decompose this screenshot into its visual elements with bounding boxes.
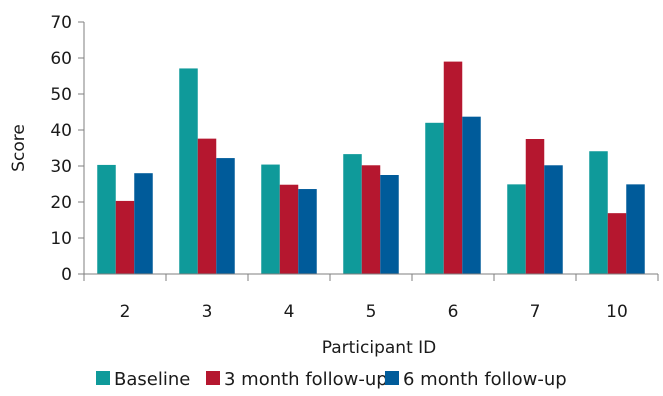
legend-swatch (206, 371, 220, 385)
y-tick-label: 0 (61, 265, 72, 285)
axes-layer (83, 22, 658, 275)
bar-baseline-7 (507, 184, 526, 274)
y-tick-label: 20 (50, 193, 72, 213)
bar-3-month-follow-up-10 (607, 213, 627, 274)
bar-baseline-4 (261, 164, 280, 274)
bar-3-month-follow-up-3 (197, 138, 217, 274)
bar-3-month-follow-up-7 (525, 139, 545, 274)
bar-baseline-5 (343, 154, 362, 274)
bar-6-month-follow-up-5 (380, 175, 399, 274)
bar-6-month-follow-up-6 (462, 116, 481, 275)
y-tick-label: 60 (50, 49, 72, 69)
bar-baseline-6 (425, 122, 444, 274)
bar-3-month-follow-up-2 (115, 200, 135, 274)
x-tick-label: 7 (530, 302, 541, 322)
bar-6-month-follow-up-7 (544, 165, 563, 274)
bar-6-month-follow-up-4 (298, 189, 317, 274)
legend-swatch (385, 371, 399, 385)
bar-baseline-10 (589, 151, 608, 274)
bar-baseline-3 (179, 68, 198, 274)
x-tick-label: 4 (284, 302, 295, 322)
bar-3-month-follow-up-6 (443, 61, 463, 274)
x-tick-label: 6 (448, 302, 459, 322)
y-ticks: 0 10 20 30 40 50 60 70 (50, 13, 84, 285)
bar-3-month-follow-up-4 (279, 184, 299, 274)
x-tick-label: 10 (606, 302, 628, 322)
y-tick-label: 10 (50, 229, 72, 249)
y-tick-label: 30 (50, 157, 72, 177)
bar-3-month-follow-up-5 (361, 165, 381, 274)
x-tick-label: 2 (120, 302, 131, 322)
x-ticks: 2 3 4 5 6 7 10 (83, 274, 659, 322)
y-tick-label: 70 (50, 13, 72, 33)
bar-baseline-2 (97, 164, 116, 274)
legend-swatch (96, 371, 110, 385)
bar-6-month-follow-up-2 (134, 173, 153, 274)
legend-label: Baseline (114, 369, 190, 390)
y-tick-label: 50 (50, 85, 72, 105)
legend: Baseline 3 month follow-up 6 month follow-… (96, 369, 567, 390)
y-axis-title: Score (9, 124, 29, 172)
legend-label: 6 month follow-up (403, 369, 567, 390)
bars-layer (97, 61, 645, 275)
x-axis-title: Participant ID (322, 338, 437, 358)
bar-6-month-follow-up-3 (216, 158, 235, 274)
legend-label: 3 month follow-up (224, 369, 388, 390)
y-tick-label: 40 (50, 121, 72, 141)
x-tick-label: 3 (202, 302, 213, 322)
bar-6-month-follow-up-10 (626, 184, 645, 274)
x-tick-label: 5 (366, 302, 377, 322)
